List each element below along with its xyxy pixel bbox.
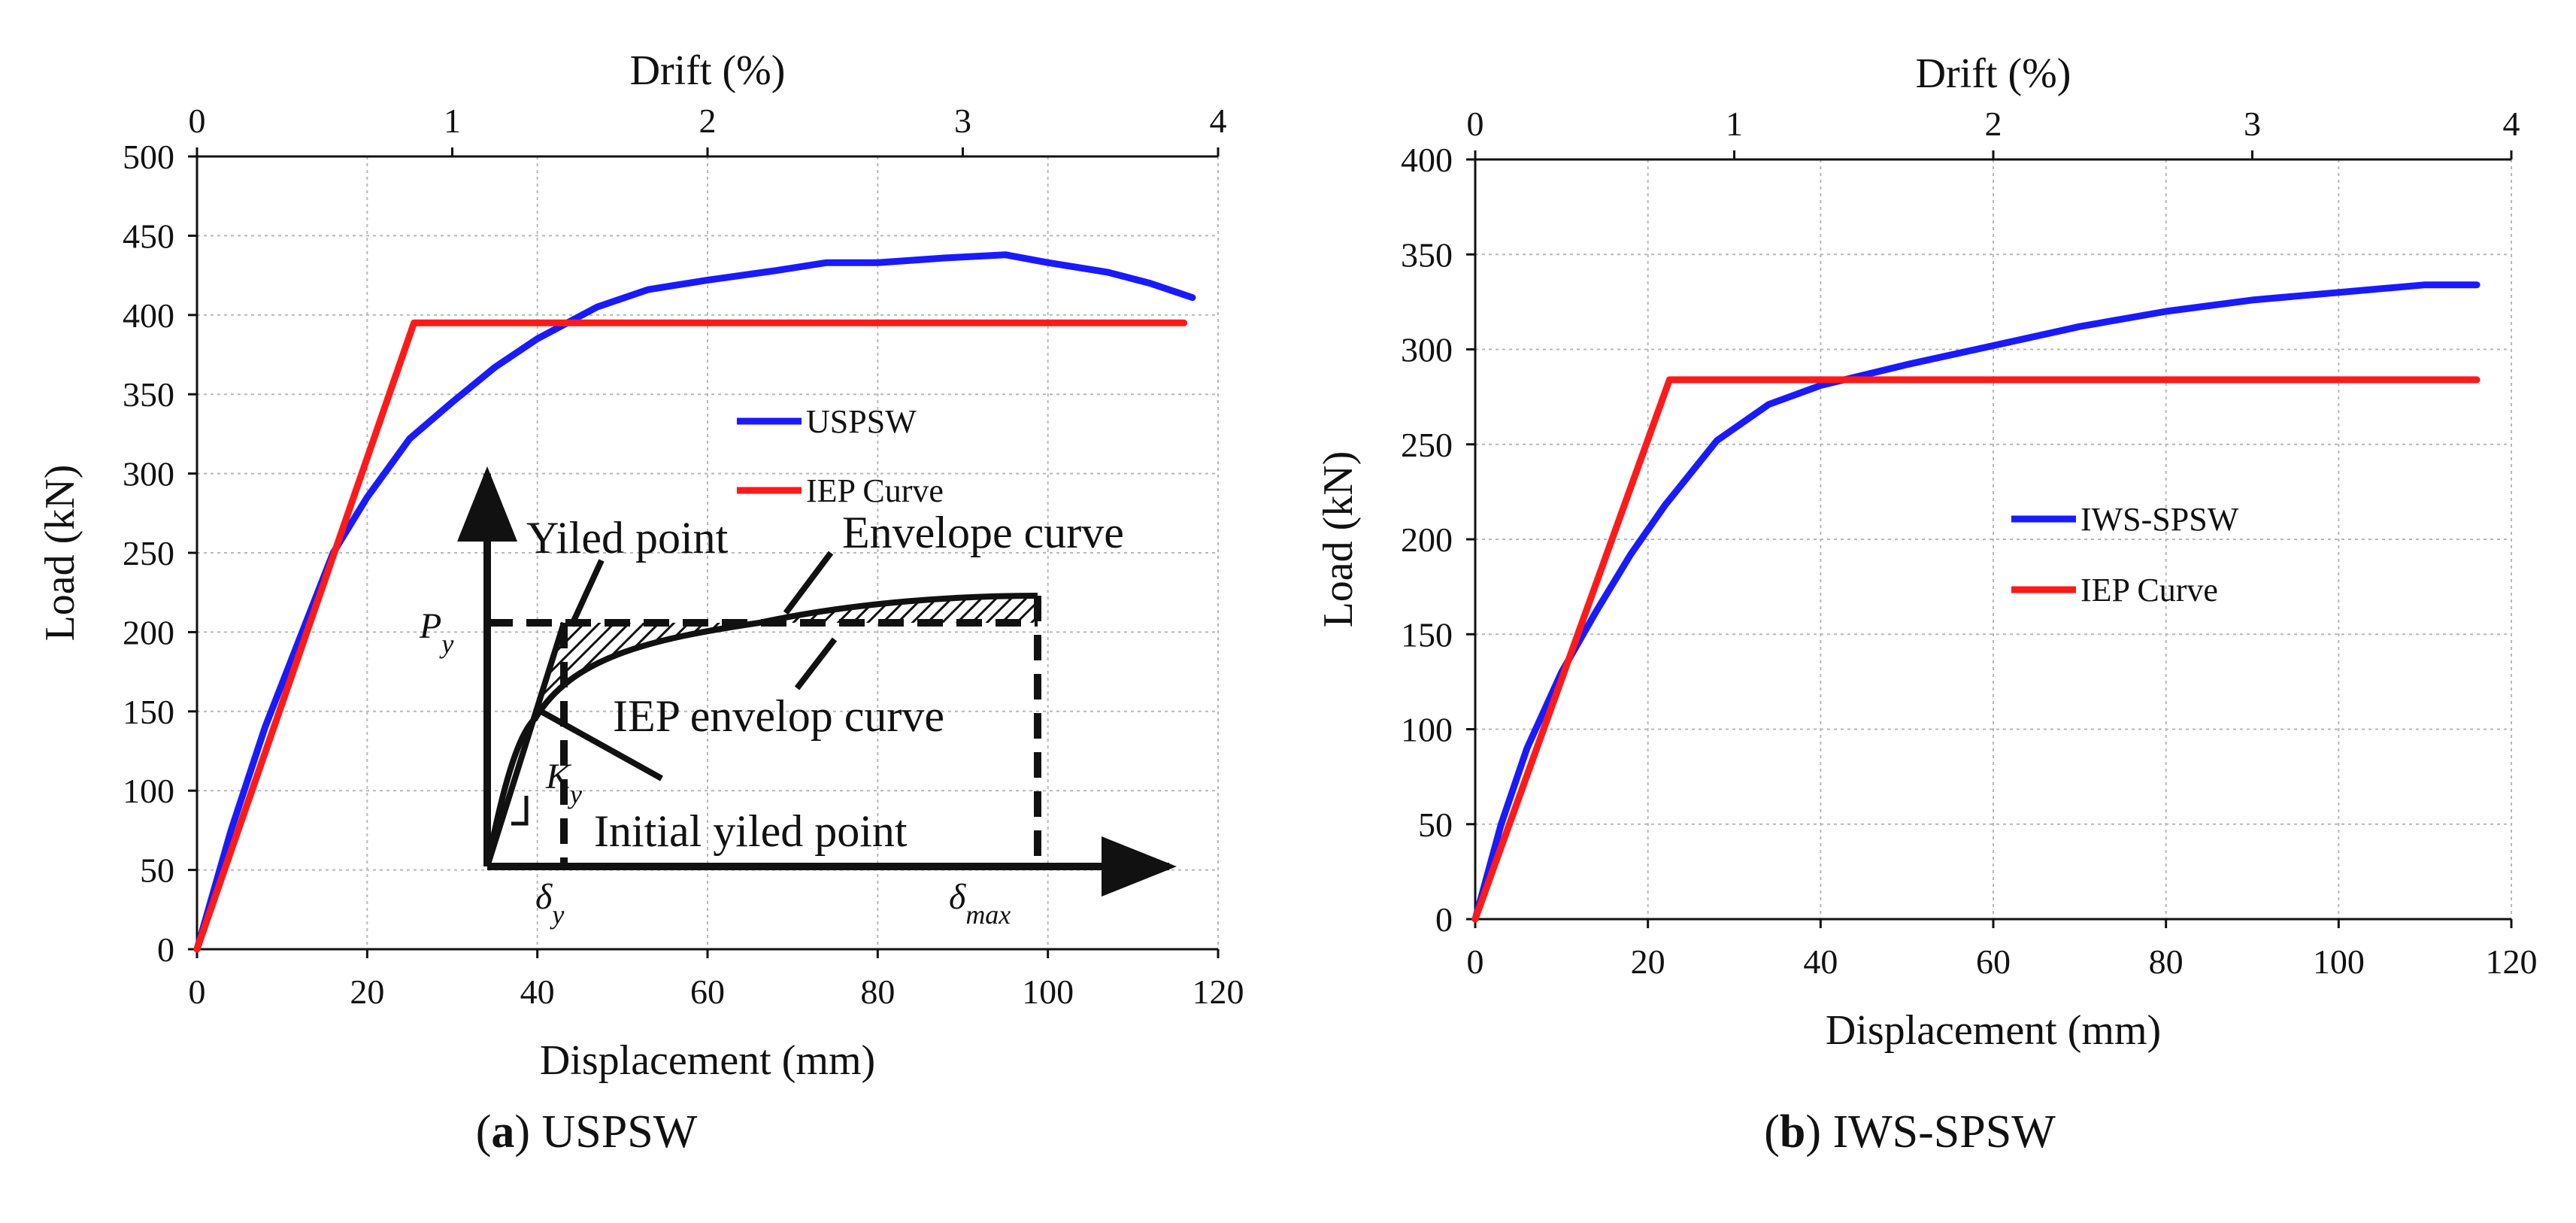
x2-axis-title: Drift (%) bbox=[630, 47, 786, 94]
hatch-region-left bbox=[535, 623, 759, 718]
x-tick-label: 0 bbox=[189, 973, 206, 1011]
y-tick-label: 200 bbox=[123, 613, 174, 651]
y-tick-label: 0 bbox=[157, 930, 174, 969]
y-tick-label: 400 bbox=[1401, 141, 1453, 179]
caption-a-text: USPSW bbox=[541, 1106, 698, 1158]
y-tick-label: 300 bbox=[1401, 331, 1453, 369]
x2-tick-label: 0 bbox=[1467, 105, 1484, 143]
y-axis-title: Load (kN) bbox=[37, 465, 83, 642]
x-tick-label: 120 bbox=[2486, 942, 2538, 981]
x2-tick-label: 3 bbox=[2244, 105, 2261, 143]
y-tick-label: 250 bbox=[1401, 426, 1453, 464]
series-line-iep-curve bbox=[1471, 376, 2481, 923]
y-tick-label: 450 bbox=[123, 217, 174, 255]
y-axis-title: Load (kN) bbox=[1315, 451, 1362, 628]
chart-b: 0 50 100 150 200 250 300 350 400 0 20 40 60 80 100 120 0… bbox=[1315, 50, 2538, 1054]
caption-b: (b) IWS-SPSW bbox=[1764, 1106, 2056, 1158]
caption-b-text: IWS-SPSW bbox=[1832, 1106, 2056, 1158]
x-tick-label: 120 bbox=[1193, 973, 1244, 1011]
x2-tick-label: 4 bbox=[2503, 105, 2520, 143]
caption-a-letter: a bbox=[491, 1106, 515, 1158]
inset-label-iep-envelop-curve: IEP envelop curve bbox=[613, 691, 944, 741]
x-tick-label: 80 bbox=[860, 973, 895, 1011]
y-tick-label: 350 bbox=[1401, 235, 1453, 274]
x-tick-label: 100 bbox=[1022, 973, 1074, 1011]
inset-label-yield-point: Yiled point bbox=[526, 513, 729, 563]
x-tick-label: 20 bbox=[1631, 942, 1665, 981]
inset-leader-envelope bbox=[783, 551, 834, 615]
x2-tick-label: 1 bbox=[1726, 105, 1743, 143]
y-tick-label: 500 bbox=[123, 138, 174, 176]
inset-diagram: Yiled point Envelope curve IEP envelop cur… bbox=[419, 466, 1177, 930]
inset-symbol-dy: δy bbox=[535, 877, 564, 930]
x2-tick-label: 4 bbox=[1210, 102, 1227, 140]
x2-tick-label: 2 bbox=[1985, 105, 2002, 143]
x2-tick-label: 3 bbox=[954, 102, 971, 140]
y-tick-label: 0 bbox=[1435, 900, 1453, 939]
y-tick-label: 200 bbox=[1401, 520, 1453, 559]
legend-label: IEP Curve bbox=[806, 472, 944, 509]
inset-leader-initial bbox=[538, 708, 663, 781]
y-tick-label: 100 bbox=[123, 772, 174, 810]
inset-symbol-ky: Ky bbox=[545, 757, 582, 809]
inset-symbol-dmax: δmax bbox=[949, 877, 1011, 930]
y-tick-label: 250 bbox=[123, 534, 174, 572]
inset-label-initial-yield-point: Initial yiled point bbox=[594, 806, 908, 856]
x-tick-label: 60 bbox=[1976, 942, 2011, 981]
inset-ky-triangle bbox=[511, 796, 529, 826]
inset-symbol-py: Py bbox=[419, 606, 453, 659]
y-tick-label: 150 bbox=[123, 693, 174, 731]
x-tick-label: 60 bbox=[690, 973, 725, 1011]
x-tick-label: 0 bbox=[1467, 942, 1484, 981]
y-tick-label: 100 bbox=[1401, 711, 1453, 749]
y-tick-label: 350 bbox=[123, 375, 174, 414]
series-line-iws-spsw bbox=[1471, 281, 2481, 923]
legend-label: IWS-SPSW bbox=[2080, 501, 2239, 538]
y-tick-label: 50 bbox=[1418, 806, 1453, 844]
legend-label: IEP Curve bbox=[2080, 572, 2218, 608]
x2-tick-label: 1 bbox=[444, 102, 461, 140]
inset-label-envelope-curve: Envelope curve bbox=[842, 508, 1124, 557]
x-tick-label: 100 bbox=[2313, 942, 2365, 981]
caption-a: (a) USPSW bbox=[475, 1106, 698, 1158]
y-tick-label: 400 bbox=[123, 296, 174, 335]
x2-tick-label: 2 bbox=[699, 102, 717, 140]
hatch-region-right bbox=[759, 596, 1038, 623]
inset-iep-line bbox=[484, 621, 567, 868]
x-axis-title: Displacement (mm) bbox=[540, 1037, 875, 1084]
x-tick-label: 80 bbox=[2149, 942, 2184, 981]
x-tick-label: 40 bbox=[1803, 942, 1838, 981]
series-line-iep-curve bbox=[193, 319, 1188, 953]
x2-tick-label: 0 bbox=[189, 102, 206, 140]
legend-label: USPSW bbox=[806, 403, 917, 440]
x-tick-label: 20 bbox=[350, 973, 384, 1011]
caption-b-letter: b bbox=[1779, 1106, 1806, 1158]
x-axis-title: Displacement (mm) bbox=[1826, 1007, 2161, 1054]
inset-envelope-curve bbox=[484, 593, 1038, 867]
inset-leader-iep bbox=[794, 637, 838, 690]
y-tick-label: 300 bbox=[123, 455, 174, 493]
x2-axis-title: Drift (%) bbox=[1916, 50, 2071, 97]
inset-leader-yield bbox=[568, 559, 605, 627]
x-tick-label: 40 bbox=[520, 973, 555, 1011]
y-tick-label: 50 bbox=[140, 851, 174, 890]
y-tick-label: 150 bbox=[1401, 615, 1453, 654]
